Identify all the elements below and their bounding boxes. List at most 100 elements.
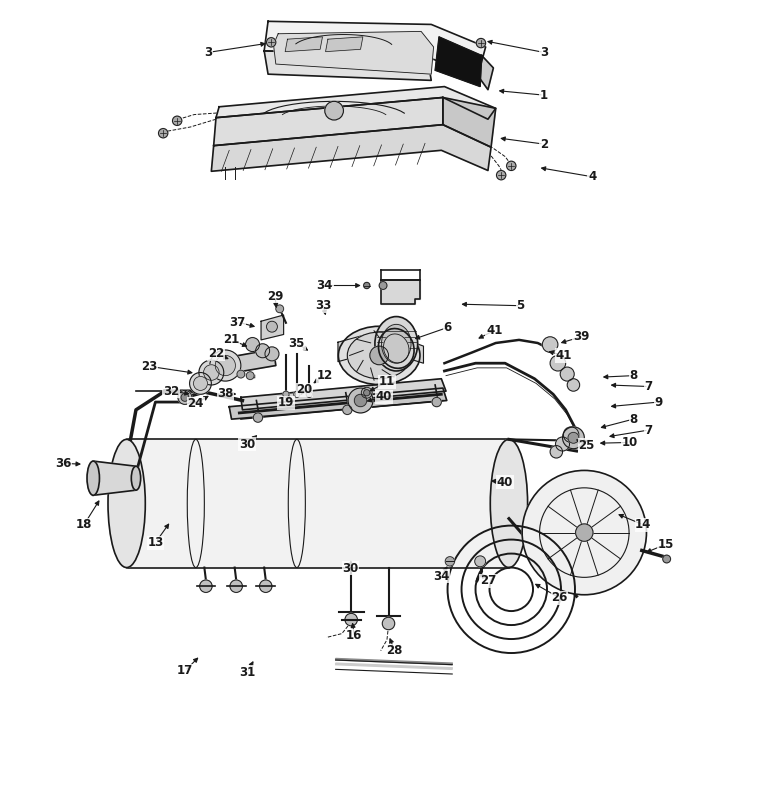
Circle shape (267, 321, 277, 332)
Text: 9: 9 (655, 396, 663, 409)
Text: 34: 34 (316, 279, 333, 292)
Circle shape (476, 38, 486, 48)
Circle shape (522, 470, 646, 595)
Circle shape (550, 445, 563, 458)
Circle shape (445, 557, 455, 566)
Text: 25: 25 (578, 439, 595, 452)
Text: 3: 3 (540, 46, 548, 59)
Text: 20: 20 (297, 383, 312, 396)
Text: 11: 11 (379, 376, 395, 388)
Text: 30: 30 (343, 562, 358, 575)
Circle shape (348, 388, 373, 413)
Circle shape (507, 161, 516, 171)
Polygon shape (381, 280, 420, 304)
Polygon shape (216, 87, 496, 119)
Polygon shape (93, 461, 136, 495)
Circle shape (475, 556, 486, 567)
Circle shape (265, 347, 279, 361)
Ellipse shape (108, 440, 145, 568)
Circle shape (283, 391, 289, 397)
Polygon shape (443, 98, 496, 147)
Text: 38: 38 (217, 387, 234, 400)
Text: 39: 39 (573, 330, 590, 344)
Text: 32: 32 (163, 384, 179, 397)
Circle shape (542, 336, 558, 352)
Text: 36: 36 (55, 457, 72, 470)
Text: 40: 40 (497, 476, 514, 489)
Text: 37: 37 (230, 316, 246, 328)
Polygon shape (338, 331, 423, 363)
Circle shape (497, 171, 506, 180)
Circle shape (325, 102, 343, 120)
Text: 13: 13 (148, 536, 163, 549)
Text: 29: 29 (267, 290, 284, 303)
Polygon shape (326, 37, 363, 51)
Circle shape (364, 389, 370, 396)
Polygon shape (264, 22, 486, 76)
Circle shape (294, 391, 300, 397)
Text: 23: 23 (141, 360, 157, 372)
Text: 41: 41 (486, 324, 503, 337)
Ellipse shape (131, 466, 141, 490)
Circle shape (246, 372, 254, 380)
Polygon shape (478, 55, 493, 90)
Text: 40: 40 (375, 390, 392, 403)
Circle shape (204, 364, 219, 380)
Circle shape (178, 390, 192, 405)
Text: 41: 41 (556, 349, 573, 362)
Ellipse shape (378, 328, 414, 368)
Circle shape (563, 427, 579, 442)
Text: 28: 28 (386, 644, 403, 657)
Text: 17: 17 (177, 664, 193, 678)
Circle shape (345, 614, 357, 626)
Text: 1: 1 (540, 89, 548, 102)
Circle shape (432, 397, 441, 407)
Ellipse shape (347, 332, 411, 379)
Circle shape (172, 116, 182, 126)
Polygon shape (285, 37, 322, 51)
Text: 31: 31 (239, 666, 255, 679)
Text: 18: 18 (75, 518, 92, 531)
Ellipse shape (382, 324, 411, 363)
Circle shape (550, 356, 566, 371)
Circle shape (260, 580, 272, 593)
Ellipse shape (375, 316, 418, 371)
Text: 14: 14 (635, 518, 652, 531)
Circle shape (253, 413, 263, 422)
Text: 2: 2 (540, 138, 548, 151)
Circle shape (215, 356, 235, 376)
Circle shape (267, 38, 276, 47)
Circle shape (382, 618, 395, 630)
Circle shape (379, 282, 387, 289)
Circle shape (199, 360, 224, 385)
Circle shape (568, 433, 579, 443)
Polygon shape (336, 658, 452, 665)
Text: 4: 4 (588, 171, 596, 183)
Text: 26: 26 (551, 591, 568, 605)
Circle shape (556, 437, 570, 451)
Polygon shape (435, 37, 482, 87)
Ellipse shape (338, 326, 420, 384)
Text: 30: 30 (239, 437, 255, 450)
Circle shape (361, 388, 372, 398)
Circle shape (276, 305, 284, 312)
Circle shape (230, 580, 242, 593)
Polygon shape (214, 98, 443, 146)
Text: 7: 7 (645, 380, 653, 393)
Circle shape (343, 405, 352, 414)
Circle shape (210, 350, 241, 381)
Text: 15: 15 (657, 537, 674, 551)
Circle shape (567, 379, 580, 391)
Text: 7: 7 (645, 424, 653, 437)
Text: 33: 33 (315, 300, 331, 312)
Circle shape (246, 337, 260, 352)
Circle shape (560, 367, 574, 381)
Text: 6: 6 (444, 321, 451, 334)
Circle shape (256, 344, 270, 358)
Circle shape (663, 555, 671, 563)
Text: 5: 5 (517, 300, 524, 312)
Polygon shape (274, 31, 434, 74)
Circle shape (200, 580, 212, 593)
Polygon shape (229, 388, 447, 419)
Text: 24: 24 (187, 397, 204, 410)
